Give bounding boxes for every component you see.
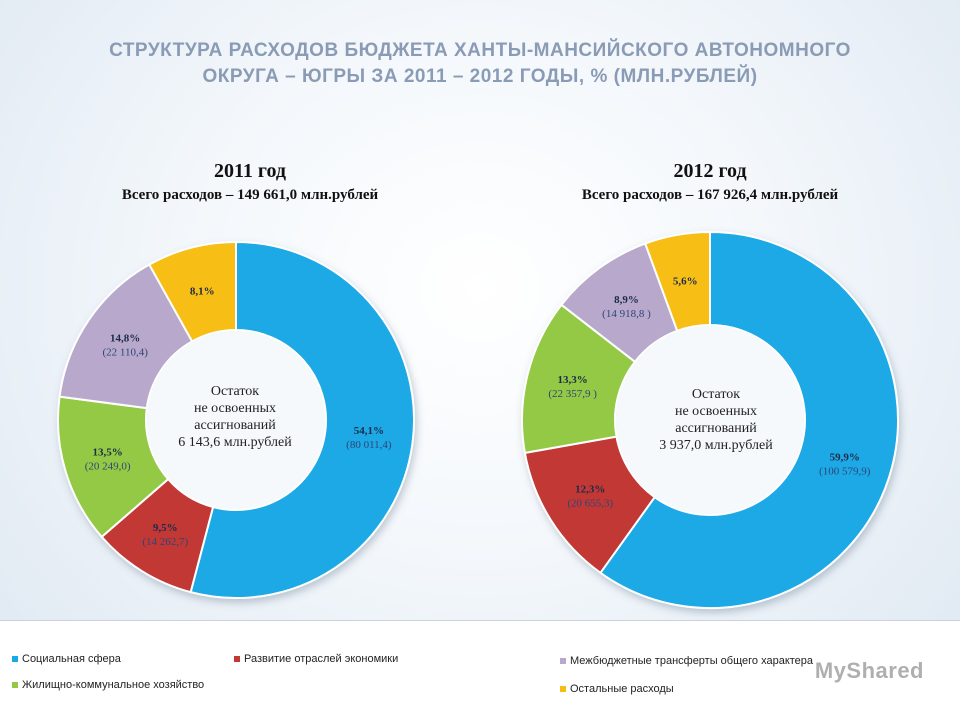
donut-hole-0: [147, 331, 325, 509]
slide-title: СТРУКТУРА РАСХОДОВ БЮДЖЕТА ХАНТЫ-МАНСИЙС…: [40, 38, 920, 90]
donut-0: [57, 240, 415, 599]
slice-label-0-social: 54,1%: [354, 425, 384, 437]
center-2012-line-3: ассигнований: [675, 421, 757, 436]
center-2011-line-4: 6 143,6 млн.рублей: [178, 435, 292, 450]
legend-label-housing: Жилищно-коммунальное хозяйство: [22, 679, 205, 691]
legend-label-social: Социальная сфера: [22, 653, 121, 665]
donut-charts: 54,1% (80 011,4) 9,5% (14 262,7) 13,5% (20 24…: [57, 230, 899, 609]
slice-label-1-economy: 12,3%: [575, 483, 605, 495]
slice-1-social: [599, 230, 899, 609]
center-2012-line-4: 3 937,0 млн.рублей: [659, 438, 773, 453]
center-2011-line-3: ассигнований: [194, 418, 276, 433]
slice-0-other: [147, 240, 237, 343]
slice-label-1-transfers: 8,9%: [614, 294, 639, 306]
legend-swatch-social: [12, 656, 18, 662]
legend-swatch-transfers: [560, 658, 566, 664]
slice-amount-1-economy: (20 655,3): [567, 497, 613, 509]
slice-amount-1-transfers: (14 918,8 ): [602, 308, 651, 320]
slice-label-1-social: 59,9%: [830, 451, 860, 463]
slice-label-1-other: 5,6%: [673, 276, 698, 288]
slice-label-0-other: 8,1%: [190, 285, 215, 297]
chart-2011-title: 2011 год: [213, 160, 287, 182]
slice-label-1-housing: 13,3%: [557, 374, 587, 386]
chart-2011-header: 2011 год Всего расходов – 149 661,0 млн.…: [30, 160, 470, 204]
title-line-1: СТРУКТУРА РАСХОДОВ БЮДЖЕТА ХАНТЫ-МАНСИЙС…: [109, 40, 851, 61]
slice-amount-0-housing: (20 249,0): [85, 461, 131, 473]
center-2011-line-2: не освоенных: [193, 401, 277, 416]
donut-1: [521, 230, 899, 609]
chart-2011-subtitle: Всего расходов – 149 661,0 млн.рублей: [121, 187, 379, 203]
legend-label-other: Остальные расходы: [570, 683, 674, 695]
chart-2012-title: 2012 год: [673, 160, 747, 182]
donut-hole-1: [616, 326, 804, 514]
chart-2012-subtitle: Всего расходов – 167 926,4 млн.рублей: [581, 187, 839, 203]
legend-swatch-economy: [234, 656, 240, 662]
chart-2011-center-note: Остаток не освоенных ассигнований 6 143,…: [145, 383, 325, 451]
slice-amount-0-transfers: (22 110,4): [102, 347, 148, 359]
slice-0-social: [189, 240, 415, 599]
legend-item-economy: Развитие отраслей экономики: [234, 653, 398, 665]
legend: Социальная сфера Развитие отраслей эконо…: [0, 620, 960, 721]
slice-label-0-housing: 13,5%: [93, 447, 123, 459]
legend-item-housing: Жилищно-коммунальное хозяйство: [12, 679, 204, 691]
legend-item-social: Социальная сфера: [12, 653, 121, 665]
slice-amount-0-economy: (14 262,7): [142, 536, 188, 548]
slice-1-other: [643, 230, 711, 333]
center-2012-line-1: Остаток: [691, 387, 741, 402]
legend-item-other: Остальные расходы: [560, 683, 674, 695]
slice-label-0-transfers: 14,8%: [110, 333, 140, 345]
chart-2012-center-note: Остаток не освоенных ассигнований 3 937,…: [626, 386, 806, 454]
center-2011-line-1: Остаток: [210, 384, 260, 399]
legend-item-transfers: Межбюджетные трансферты общего характера: [560, 655, 813, 667]
legend-swatch-other: [560, 686, 566, 692]
watermark-text: MyShared: [814, 658, 924, 683]
legend-swatch-housing: [12, 682, 18, 688]
slice-amount-0-social: (80 011,4): [346, 439, 392, 451]
legend-label-economy: Развитие отраслей экономики: [244, 653, 399, 665]
slice-amount-1-social: (100 579,9): [819, 465, 871, 477]
legend-label-transfers: Межбюджетные трансферты общего характера: [570, 655, 814, 667]
center-2012-line-2: не освоенных: [674, 404, 758, 419]
chart-2012-header: 2012 год Всего расходов – 167 926,4 млн.…: [490, 160, 930, 204]
title-line-2: ОКРУГА – ЮГРЫ ЗА 2011 – 2012 ГОДЫ, % (МЛ…: [202, 66, 758, 87]
slice-label-0-economy: 9,5%: [153, 522, 178, 534]
slice-amount-1-housing: (22 357,9 ): [548, 388, 597, 400]
